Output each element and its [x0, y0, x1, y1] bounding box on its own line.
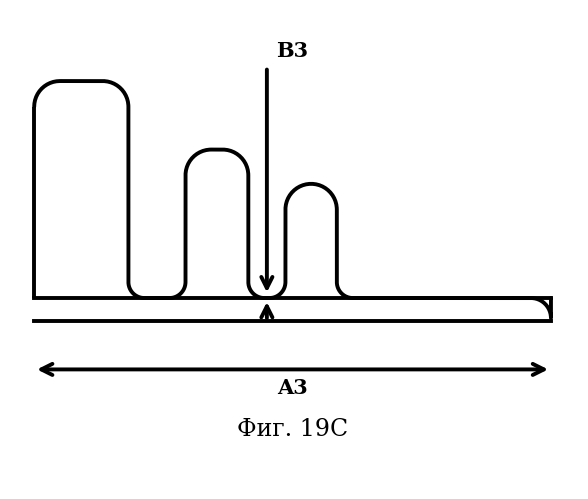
Text: B3: B3: [276, 41, 308, 61]
Text: Фиг. 19C: Фиг. 19C: [237, 418, 348, 441]
Text: A3: A3: [277, 378, 308, 398]
